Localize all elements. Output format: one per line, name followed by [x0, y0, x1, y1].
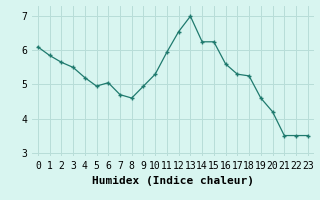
- X-axis label: Humidex (Indice chaleur): Humidex (Indice chaleur): [92, 176, 254, 186]
